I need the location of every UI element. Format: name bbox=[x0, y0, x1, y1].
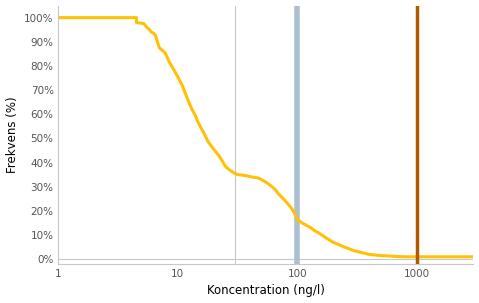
Y-axis label: Frekvens (%): Frekvens (%) bbox=[6, 96, 19, 173]
X-axis label: Koncentration (ng/l): Koncentration (ng/l) bbox=[207, 285, 325, 298]
